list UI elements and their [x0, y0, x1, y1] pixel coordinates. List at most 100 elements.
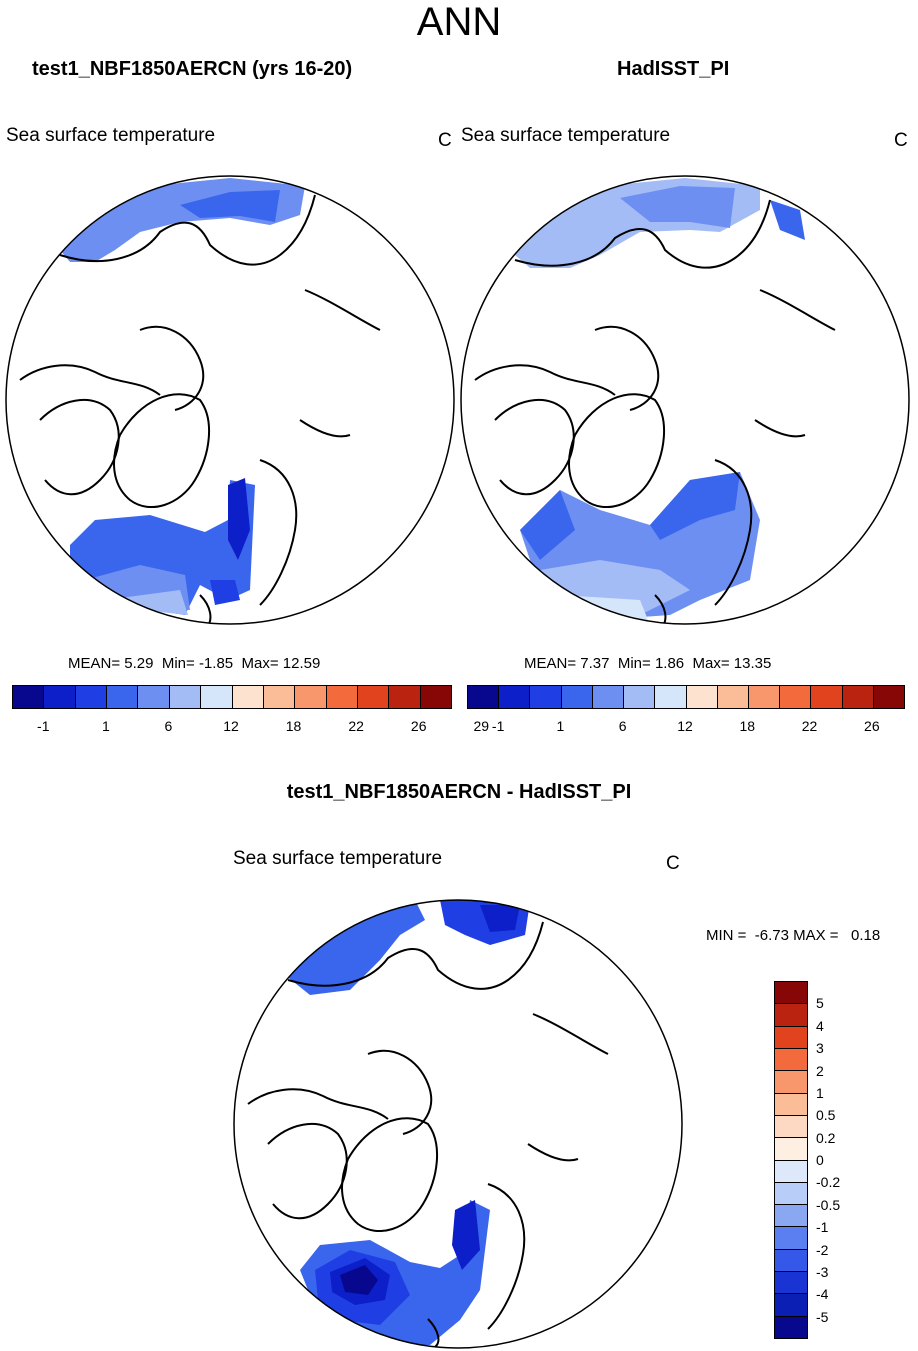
panel3-coastlines [247, 921, 609, 1348]
panel1-variable-label: Sea surface temperature [6, 125, 216, 146]
colorbar2-swatch [592, 686, 625, 708]
colorbar1-swatch [13, 686, 45, 708]
panel1-norwegian-sst [228, 478, 250, 560]
panel2-stats: MEAN= 7.37 Min= 1.86 Max= 13.35 [524, 655, 772, 672]
colorbar2-swatch [468, 686, 500, 708]
colorbar1-tick-label: -1 [37, 718, 50, 734]
colorbar2-swatch [780, 686, 812, 708]
panel3-units-label: C [666, 853, 680, 874]
panel2-bering-sst [770, 200, 805, 240]
colorbar1-swatch [201, 686, 233, 708]
colorbar1-swatch [326, 686, 358, 708]
panel3-stats: MIN = -6.73 MAX = 0.18 [706, 927, 881, 944]
panel3-atlantic-diff-4 [340, 1265, 378, 1295]
panel3-norwegian-diff [452, 1200, 480, 1270]
colorbar3-tick-label: 3 [816, 1040, 824, 1057]
colorbar3-tick-label: -5 [816, 1308, 829, 1325]
colorbar2-swatch [748, 686, 781, 708]
colorbar2-swatch [530, 686, 562, 708]
panel3-colorbar [774, 981, 808, 1339]
panel2-map-border [460, 175, 910, 625]
colorbar2-tick-label: 6 [618, 718, 627, 734]
colorbar3-tick-label: -4 [816, 1286, 829, 1303]
colorbar3-swatch [775, 1026, 807, 1049]
colorbar1-swatch [357, 686, 390, 708]
colorbar2-swatch [811, 686, 843, 708]
panel2-pacific-sst-cold [620, 186, 735, 228]
colorbar2-tick-label: -1 [491, 718, 505, 734]
colorbar1-swatch [107, 686, 139, 708]
colorbar1-swatch [295, 686, 327, 708]
colorbar1-tick-label: 22 [348, 718, 364, 734]
panel3-colorbar-ticks: 5 4 3 2 1 0.5 0.2 0 -0.2 -0.5 -1 -2 -3 -4 -5 [816, 981, 876, 1339]
colorbar1-tick-label: 18 [285, 718, 302, 734]
colorbar1-swatch [44, 686, 76, 708]
colorbar3-swatch [775, 1115, 807, 1139]
panel2-coastlines [474, 199, 836, 624]
colorbar2-swatch [624, 686, 656, 708]
panel2-variable-label: Sea surface temperature [461, 125, 671, 146]
colorbar3-tick-label: -3 [816, 1263, 829, 1280]
panel1-coastlines [19, 194, 381, 624]
colorbar1-tick-label: 6 [164, 718, 173, 734]
colorbar3-tick-label: -2 [816, 1241, 829, 1258]
panel1-colorbar [12, 685, 452, 709]
colorbar2-swatch [561, 686, 593, 708]
colorbar3-swatch [775, 1138, 807, 1161]
colorbar1-swatch [389, 686, 421, 708]
colorbar1-swatch [420, 686, 452, 708]
colorbar1-swatch [263, 686, 296, 708]
colorbar1-tick-label: 29 [473, 718, 490, 734]
colorbar3-swatch [775, 1048, 807, 1072]
colorbar3-tick-label: -0.2 [816, 1174, 841, 1191]
panel1-units-label: C [438, 130, 452, 151]
colorbar3-swatch [775, 1227, 807, 1250]
panel1-colorbar-ticks: -1 1 6 12 18 22 26 29 [12, 718, 489, 736]
colorbar3-swatch [775, 1272, 807, 1295]
colorbar3-swatch [775, 1093, 807, 1116]
colorbar3-tick-label: 2 [816, 1062, 824, 1079]
colorbar2-swatch [655, 686, 687, 708]
colorbar1-tick-label: 12 [223, 718, 239, 734]
panel2-greenland-sea-sst [650, 472, 740, 540]
colorbar3-swatch [775, 1071, 807, 1094]
colorbar1-swatch [75, 686, 108, 708]
colorbar2-swatch [842, 686, 874, 708]
panel2-title: HadISST_PI [617, 58, 730, 80]
colorbar1-tick-label: 1 [101, 718, 110, 734]
colorbar3-swatch [775, 982, 807, 1005]
colorbar3-tick-label: 4 [816, 1017, 824, 1034]
colorbar3-swatch [775, 1004, 807, 1027]
colorbar2-swatch [717, 686, 749, 708]
colorbar2-tick-label: 22 [801, 718, 818, 734]
panel2-colorbar [467, 685, 905, 709]
colorbar2-tick-label: 18 [739, 718, 756, 734]
colorbar1-tick-label: 26 [410, 718, 427, 734]
colorbar3-swatch [775, 1205, 807, 1228]
colorbar1-swatch [232, 686, 264, 708]
colorbar3-swatch [775, 1182, 807, 1206]
main-title: ANN [416, 0, 502, 44]
colorbar2-swatch [686, 686, 718, 708]
panel3-title: test1_NBF1850AERCN - HadISST_PI [286, 781, 632, 803]
colorbar3-swatch [775, 1294, 807, 1317]
panel1-map-border [5, 175, 455, 625]
colorbar2-tick-label: 1 [556, 718, 565, 734]
panel3-pacific-diff-3 [480, 905, 520, 932]
colorbar2-tick-label: 26 [864, 718, 880, 734]
colorbar3-tick-label: 0.5 [816, 1107, 836, 1124]
panel1-atlantic-sst-warmer [120, 590, 188, 615]
panel1-stats: MEAN= 5.29 Min= -1.85 Max= 12.59 [68, 655, 321, 672]
colorbar3-tick-label: 0.2 [816, 1129, 836, 1146]
panel1-coast-sst [210, 580, 240, 605]
panel3-variable-label: Sea surface temperature [233, 848, 443, 869]
panel1-title: test1_NBF1850AERCN (yrs 16-20) [32, 58, 353, 80]
colorbar3-tick-label: -1 [816, 1219, 829, 1236]
panel2-units-label: C [894, 130, 908, 151]
panel1-pacific-sst-cold [180, 190, 280, 222]
colorbar3-tick-label: 0 [816, 1152, 824, 1168]
colorbar3-tick-label: 5 [816, 995, 824, 1012]
